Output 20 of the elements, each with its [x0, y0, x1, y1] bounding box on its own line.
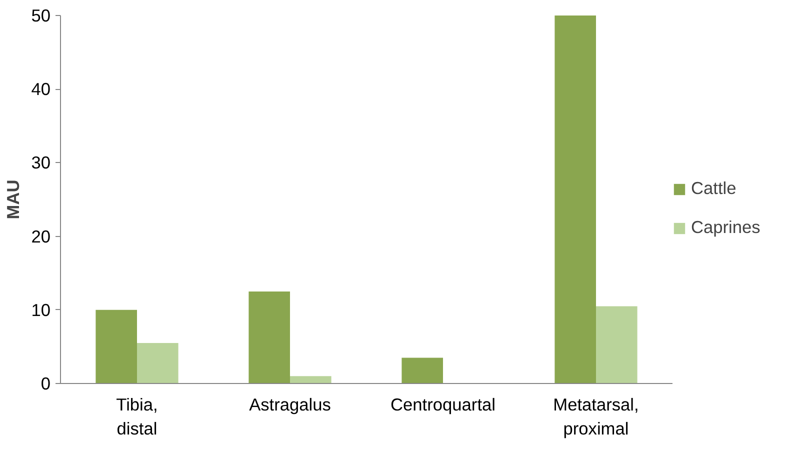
bar: [554, 16, 596, 384]
x-tick-label: Centroquartal: [390, 394, 496, 414]
bar: [290, 376, 332, 384]
y-tick-label: 40: [31, 79, 51, 100]
y-tick-label: 20: [31, 226, 51, 246]
x-tick-label: Tibia, distal: [116, 394, 158, 438]
legend-label: Caprines: [691, 217, 760, 238]
y-tick-label: 30: [31, 152, 51, 173]
bar: [96, 310, 137, 384]
x-tick-label: Astragalus: [249, 394, 332, 414]
bar: [402, 358, 443, 384]
y-tick-label: 0: [40, 374, 51, 394]
bar: [596, 306, 638, 384]
bar: [137, 343, 178, 384]
y-axis-title: MAU: [3, 180, 24, 220]
x-tick-label: Metatarsal, proximal: [553, 394, 639, 438]
legend-label: Cattle: [691, 178, 736, 199]
y-tick-label: 10: [31, 300, 51, 320]
y-tick-label: 50: [31, 6, 51, 26]
bar: [248, 292, 290, 384]
